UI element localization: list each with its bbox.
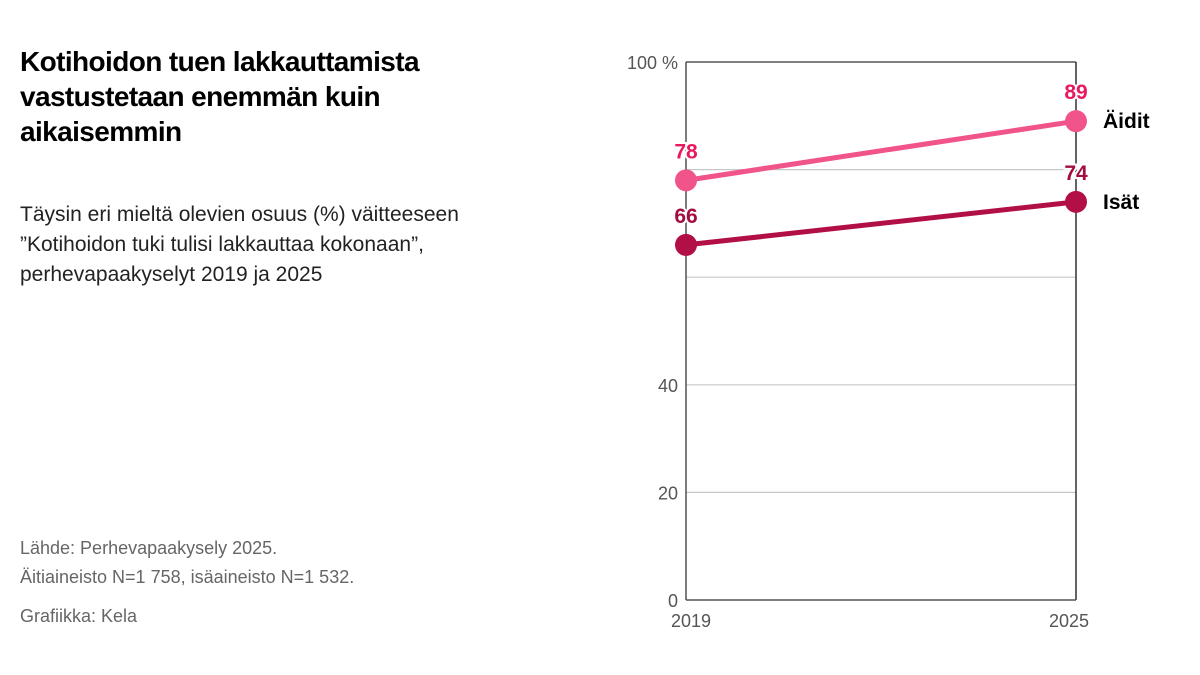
series-line-Äidit <box>685 118 1077 183</box>
data-label: 66 <box>674 205 697 228</box>
data-label: 74 <box>1064 162 1088 185</box>
credit: Grafiikka: Kela <box>20 606 138 626</box>
source-note: Lähde: Perhevapaakysely 2025. Äitiaineis… <box>20 534 354 592</box>
chart-title: Kotihoidon tuen lakkauttamista vastustet… <box>20 46 420 147</box>
sample-size-line: Äitiaineisto N=1 758, isäaineisto N=1 53… <box>20 567 355 587</box>
data-point <box>1065 110 1087 133</box>
series-line-Isät <box>685 199 1077 248</box>
chart-subtitle: Täysin eri mieltä olevien osuus (%) väit… <box>20 203 459 286</box>
data-label: 89 <box>1064 81 1087 104</box>
source-line: Lähde: Perhevapaakysely 2025. <box>20 538 278 558</box>
data-point <box>675 233 697 256</box>
y-tick-label: 20 <box>658 483 678 503</box>
y-tick-label: 0 <box>668 591 678 611</box>
data-point <box>675 169 697 192</box>
series-label: Isät <box>1103 191 1139 214</box>
data-point <box>1065 190 1087 213</box>
x-tick-label: 2025 <box>1049 611 1089 631</box>
data-label: 78 <box>674 140 698 163</box>
series-label: Äidit <box>1103 110 1150 133</box>
y-tick-label: 100 % <box>627 53 678 73</box>
y-tick-label: 40 <box>658 376 678 396</box>
x-tick-label: 2019 <box>671 611 711 631</box>
